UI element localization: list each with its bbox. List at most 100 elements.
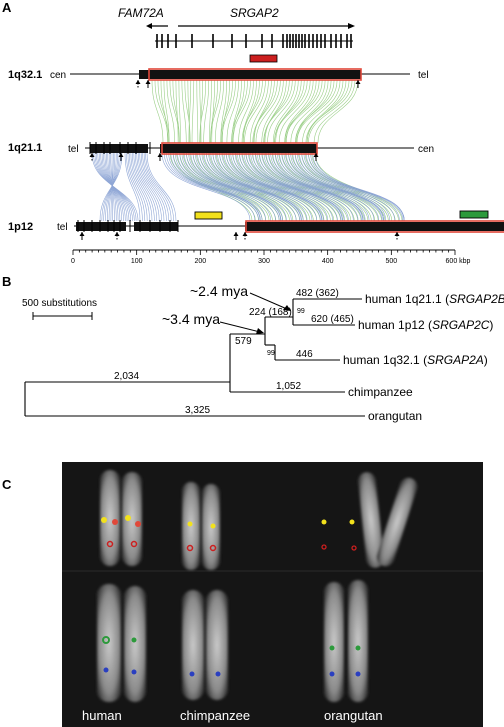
- panel-c-label: C: [2, 477, 12, 492]
- branch-label-224: 224 (168): [249, 307, 292, 318]
- blue-link: [243, 152, 338, 222]
- blue-link: [132, 152, 153, 222]
- green-link: [160, 79, 168, 144]
- blue-link: [130, 152, 150, 222]
- green-link: [186, 152, 270, 222]
- green-link: [166, 79, 175, 144]
- arrowhead-2-4-mya: [283, 305, 291, 311]
- green-link: [272, 79, 299, 144]
- blue-link: [245, 152, 342, 222]
- row-1q32-dup-box: [148, 68, 362, 81]
- row-1q21-right-end: cen: [418, 144, 434, 155]
- blue-link: [136, 152, 160, 222]
- species-label-orangutan: orangutan: [324, 708, 383, 723]
- panel-a-label: A: [2, 0, 12, 15]
- arrowhead-3-4-mya: [256, 328, 264, 334]
- green-link: [196, 79, 199, 144]
- green-link: [284, 79, 314, 144]
- marker-arrowhead: [135, 80, 141, 84]
- blue-link: [194, 152, 282, 222]
- green-link: [226, 79, 239, 144]
- blue-link: [226, 152, 321, 222]
- scale-bar: [32, 312, 93, 320]
- blue-link: [274, 152, 364, 222]
- blue-link: [234, 152, 323, 222]
- axis-tick-200: 200: [194, 258, 206, 265]
- blue-link: [142, 152, 170, 222]
- blue-link: [263, 152, 359, 222]
- green-link: [182, 152, 266, 222]
- blue-link: [279, 152, 370, 222]
- blue-link: [206, 152, 301, 222]
- row-1q32-left-end: cen: [50, 70, 66, 81]
- blue-alignment-links: [91, 152, 405, 222]
- green-link: [222, 152, 307, 222]
- kbp-axis: 0 100 200 300 400 500 600 kbp: [71, 249, 471, 265]
- marker-arrowhead: [89, 153, 95, 157]
- leaf-orangutan: orangutan: [368, 409, 422, 423]
- green-link: [241, 79, 263, 144]
- green-link: [252, 79, 278, 144]
- species-label-chimpanzee: chimpanzee: [180, 708, 251, 723]
- green-link: [163, 79, 170, 144]
- blue-link: [192, 152, 281, 222]
- blue-link: [292, 152, 384, 222]
- row-1q32-block: [139, 70, 361, 79]
- marker-arrowhead: [145, 80, 151, 84]
- green-link: [238, 79, 254, 144]
- blue-link: [299, 152, 391, 222]
- green-link: [179, 152, 263, 222]
- marker-arrowhead: [394, 232, 400, 236]
- blue-link: [281, 152, 375, 222]
- row-1p12-dup-box: [245, 220, 504, 233]
- blue-link: [214, 152, 302, 222]
- fish-signals-top: [101, 515, 357, 552]
- row-1q21-left-end: tel: [68, 144, 79, 155]
- green-link: [278, 79, 311, 144]
- blue-link: [186, 152, 280, 222]
- row-1q32-right-end: tel: [418, 70, 429, 81]
- green-link: [313, 79, 356, 144]
- green-link: [157, 79, 170, 144]
- row-1q21-block-left: [90, 144, 148, 153]
- green-link: [267, 79, 296, 144]
- green-link: [178, 79, 181, 144]
- blue-link: [301, 152, 396, 222]
- blue-link: [285, 152, 383, 222]
- blue-link: [166, 152, 259, 222]
- blue-link: [303, 152, 400, 222]
- green-link: [172, 79, 180, 144]
- yellow-probe-bar: [194, 211, 223, 220]
- green-link: [244, 79, 266, 144]
- blue-link: [183, 152, 276, 222]
- green-link: [305, 79, 350, 144]
- row-label-1p12: 1p12: [8, 221, 33, 233]
- row-1q21-dup-box: [161, 142, 318, 155]
- scale-bar-label: 500 substitutions: [22, 298, 97, 309]
- blue-link: [217, 152, 304, 222]
- marker-arrowhead: [355, 80, 361, 84]
- axis-tick-400: 400: [322, 258, 334, 265]
- marker-arrowhead: [79, 232, 85, 236]
- green-link: [231, 79, 242, 144]
- row-label-1q32: 1q32.1: [8, 69, 42, 81]
- row-label-1q21: 1q21.1: [8, 142, 42, 154]
- bootstrap-99-top: 99: [297, 308, 305, 315]
- panel-a: A FAM72A SRGAP2 1q32.1 cen tel: [0, 0, 504, 275]
- green-link: [317, 79, 359, 144]
- green-link: [290, 79, 326, 144]
- blue-link: [140, 152, 167, 222]
- green-link: [284, 79, 320, 144]
- axis-tick-300: 300: [258, 258, 270, 265]
- blue-link: [237, 152, 325, 222]
- genomic-alignment-figure: FAM72A SRGAP2 1q32.1 cen tel 1q21.1 tel: [8, 6, 504, 265]
- fish-signals-bottom: [102, 636, 361, 677]
- green-link: [184, 79, 191, 144]
- blue-link: [223, 152, 318, 222]
- green-link: [222, 79, 230, 144]
- tree-branches: [24, 298, 365, 417]
- green-link: [220, 79, 227, 144]
- gene-exon-model: [155, 34, 353, 48]
- row-1p12-block-b: [134, 222, 178, 231]
- blue-link: [127, 152, 146, 222]
